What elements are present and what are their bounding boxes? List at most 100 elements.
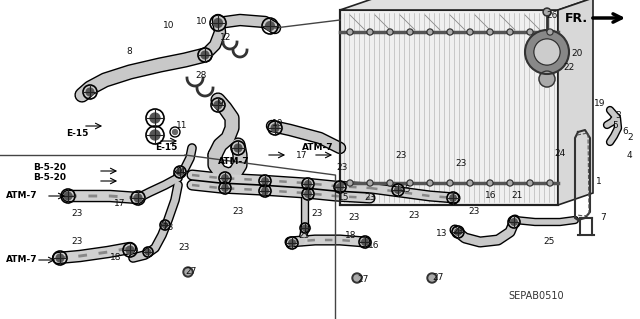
Circle shape xyxy=(388,30,392,34)
Circle shape xyxy=(347,29,353,35)
Text: 12: 12 xyxy=(220,33,232,42)
Text: 23: 23 xyxy=(455,159,467,167)
Circle shape xyxy=(408,30,412,34)
Circle shape xyxy=(201,51,209,59)
Circle shape xyxy=(427,273,437,283)
Text: 16: 16 xyxy=(485,191,497,201)
Circle shape xyxy=(221,175,228,181)
Text: 7: 7 xyxy=(600,213,605,222)
Circle shape xyxy=(337,184,343,190)
Circle shape xyxy=(362,239,368,245)
Circle shape xyxy=(527,29,533,35)
Circle shape xyxy=(507,180,513,186)
Circle shape xyxy=(508,30,512,34)
Text: 14: 14 xyxy=(175,167,186,176)
Circle shape xyxy=(543,8,551,16)
Circle shape xyxy=(467,29,473,35)
Text: 21: 21 xyxy=(511,191,522,201)
Text: B-5-20: B-5-20 xyxy=(33,174,66,182)
Circle shape xyxy=(64,192,72,200)
Text: 18: 18 xyxy=(345,232,356,241)
Circle shape xyxy=(354,275,360,281)
Circle shape xyxy=(305,191,311,197)
Text: 4: 4 xyxy=(627,151,632,160)
Circle shape xyxy=(214,19,223,27)
Circle shape xyxy=(185,269,191,275)
Circle shape xyxy=(511,219,517,225)
Circle shape xyxy=(468,30,472,34)
Circle shape xyxy=(448,181,452,185)
Text: 19: 19 xyxy=(594,99,605,108)
Text: ATM-7: ATM-7 xyxy=(6,191,38,201)
Circle shape xyxy=(525,30,569,74)
Circle shape xyxy=(387,180,393,186)
Text: SEPAB0510: SEPAB0510 xyxy=(508,291,564,301)
Text: 23: 23 xyxy=(311,209,323,218)
Circle shape xyxy=(548,181,552,185)
Circle shape xyxy=(427,29,433,35)
Text: 23: 23 xyxy=(468,206,479,216)
Circle shape xyxy=(368,30,372,34)
Circle shape xyxy=(467,180,473,186)
Text: 28: 28 xyxy=(195,71,206,80)
Circle shape xyxy=(448,30,452,34)
Text: 23: 23 xyxy=(364,192,376,202)
Text: 17: 17 xyxy=(296,151,307,160)
Text: 22: 22 xyxy=(563,63,574,71)
Circle shape xyxy=(488,30,492,34)
Text: 23: 23 xyxy=(162,224,173,233)
Text: 5: 5 xyxy=(612,121,618,130)
Circle shape xyxy=(367,29,373,35)
Circle shape xyxy=(429,275,435,281)
Circle shape xyxy=(302,225,308,231)
Circle shape xyxy=(387,29,393,35)
Circle shape xyxy=(408,181,412,185)
Text: 24: 24 xyxy=(554,149,565,158)
Polygon shape xyxy=(340,0,593,10)
Text: 2: 2 xyxy=(627,133,632,143)
Circle shape xyxy=(289,240,295,246)
Circle shape xyxy=(534,39,560,65)
Circle shape xyxy=(545,10,549,14)
Text: 23: 23 xyxy=(408,211,419,220)
Circle shape xyxy=(450,195,456,201)
Circle shape xyxy=(266,22,275,30)
Circle shape xyxy=(150,130,160,140)
Text: 10: 10 xyxy=(163,20,175,29)
Text: 23: 23 xyxy=(452,227,463,236)
Circle shape xyxy=(539,71,555,87)
Text: 23: 23 xyxy=(395,151,406,160)
Circle shape xyxy=(547,29,553,35)
Circle shape xyxy=(234,144,242,152)
Text: E-15: E-15 xyxy=(155,143,177,152)
Circle shape xyxy=(145,249,151,255)
Text: 23: 23 xyxy=(232,207,243,217)
Text: 9: 9 xyxy=(217,99,223,108)
Bar xyxy=(340,10,558,205)
Circle shape xyxy=(454,229,461,235)
Text: 1: 1 xyxy=(596,177,602,187)
Text: B-5-20: B-5-20 xyxy=(33,162,66,172)
Circle shape xyxy=(407,180,413,186)
Circle shape xyxy=(173,130,177,135)
Text: 6: 6 xyxy=(622,128,628,137)
Text: 23: 23 xyxy=(348,213,360,222)
Text: 23: 23 xyxy=(71,209,83,218)
Circle shape xyxy=(487,29,493,35)
Circle shape xyxy=(407,29,413,35)
Polygon shape xyxy=(558,0,593,205)
Circle shape xyxy=(305,181,311,187)
Text: E-15: E-15 xyxy=(66,129,88,137)
Circle shape xyxy=(447,180,453,186)
Circle shape xyxy=(183,267,193,277)
Circle shape xyxy=(428,30,432,34)
Text: 27: 27 xyxy=(185,268,196,277)
Circle shape xyxy=(367,180,373,186)
Text: 18: 18 xyxy=(110,254,122,263)
Text: ATM-7: ATM-7 xyxy=(302,144,333,152)
Text: 3: 3 xyxy=(615,110,621,120)
Circle shape xyxy=(468,181,472,185)
Text: 10: 10 xyxy=(272,118,284,128)
Text: 23: 23 xyxy=(298,232,309,241)
Circle shape xyxy=(56,254,64,262)
